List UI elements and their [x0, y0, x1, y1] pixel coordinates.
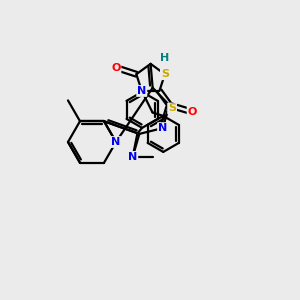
- Text: S: S: [168, 103, 176, 113]
- Text: N: N: [137, 86, 146, 96]
- Text: N: N: [128, 152, 137, 162]
- Text: H: H: [160, 53, 169, 63]
- Text: N: N: [158, 123, 167, 133]
- Text: N: N: [111, 137, 121, 147]
- Text: O: O: [111, 62, 121, 73]
- Text: O: O: [188, 107, 197, 117]
- Text: S: S: [161, 69, 169, 79]
